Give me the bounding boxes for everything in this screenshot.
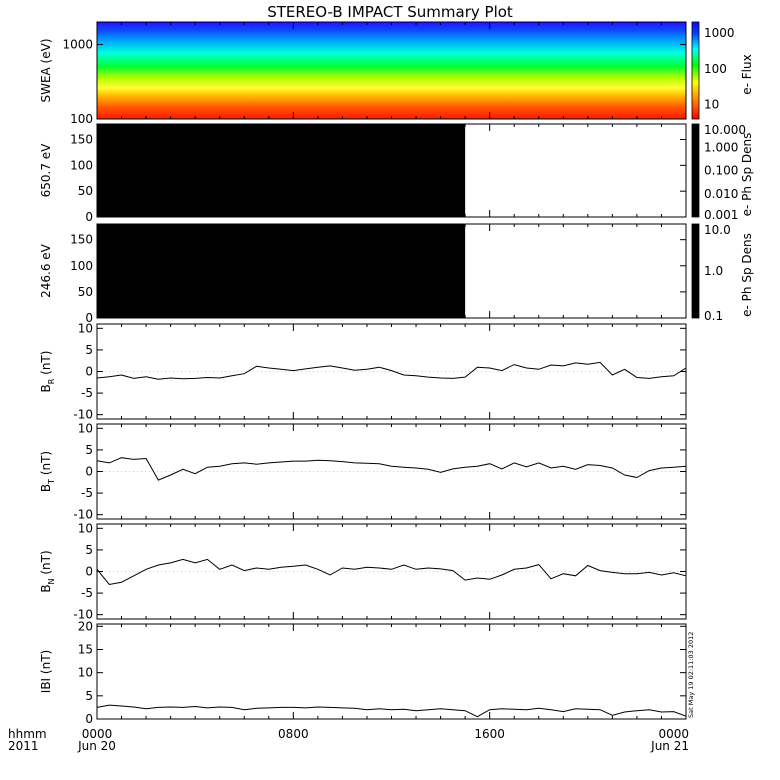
y-axis-label-unit: (nT) [39, 351, 53, 379]
y-tick-label: -10 [73, 508, 93, 522]
y-tick-label: -5 [81, 586, 93, 600]
y-tick-label: 10 [78, 421, 93, 435]
spectrogram-fill [97, 22, 686, 119]
y-axis-label: 650.7 eV [39, 143, 53, 198]
time-tick-label: 0000 [82, 727, 113, 741]
y-tick-label: 10 [78, 521, 93, 535]
footer-row-label-time: hhmm [8, 727, 47, 741]
panel-7: 20 15 10 5 0 IBI (nT) [39, 619, 687, 726]
y-tick-label: 5 [85, 543, 93, 557]
y-axis-label: 246.6 eV [39, 243, 53, 298]
y-axis-label: BR (nT) [39, 351, 56, 393]
series-line [96, 457, 687, 481]
colorbar-tick-label: 10.000 [704, 123, 746, 137]
y-tick-label: 100 [70, 112, 93, 126]
y-axis-label: SWEA (eV) [39, 38, 53, 102]
y-tick-label: 10 [78, 666, 93, 680]
colorbar-tick-label: 1.000 [704, 140, 738, 154]
date-tick-label: Jun 21 [650, 739, 689, 753]
y-axis-label-subscript: T [47, 479, 56, 485]
y-tick-label: 20 [78, 619, 93, 633]
panel-frame [96, 623, 687, 720]
colorbar-bar [692, 124, 699, 217]
y-tick-label: 150 [70, 133, 93, 147]
colorbar-frame [691, 21, 700, 120]
y-axis-label-subscript: R [47, 378, 56, 384]
colorbar: 1000 100 10 e- Flux [691, 21, 754, 120]
y-tick-label: 50 [78, 184, 93, 198]
colorbar: 10.000 1.000 0.100 0.010 0.001 e- Ph Sp Dens [691, 123, 754, 222]
colorbar-frame [691, 223, 700, 319]
colorbar-frame [691, 123, 700, 218]
y-tick-label: 0 [85, 311, 93, 325]
colorbar-tick-label: 0.100 [704, 164, 738, 178]
pitch-angle-fill [97, 124, 466, 217]
series-line [96, 361, 687, 380]
y-tick-label: 100 [70, 259, 93, 273]
y-axis-label: IBI (nT) [39, 650, 53, 693]
colorbar-label: e- Ph Sp Dens [740, 133, 754, 217]
colorbar-tick-label: 0.1 [704, 309, 723, 323]
colorbar-bar [692, 224, 699, 318]
colorbar-tick-label: 10 [704, 98, 719, 112]
colorbar-tick-label: 1000 [704, 26, 735, 40]
panel-4: 10 5 0 -5 -10 BR (nT) [39, 321, 687, 422]
time-tick-label: 0000 [658, 727, 689, 741]
y-axis-label: BN (nT) [39, 550, 56, 592]
y-axis-label-unit: (nT) [39, 550, 53, 578]
y-tick-label: 0 [85, 465, 93, 479]
y-axis-label-main: B [39, 384, 53, 392]
y-tick-label: 100 [70, 158, 93, 172]
colorbar-tick-label: 0.010 [704, 187, 738, 201]
y-tick-label: -10 [73, 408, 93, 422]
colorbar-tick-label: 10.0 [704, 223, 731, 237]
y-tick-label: 0 [85, 210, 93, 224]
panel-5: 10 5 0 -5 -10 BT (nT) [39, 421, 687, 522]
y-axis-label-main: B [39, 584, 53, 592]
time-tick-label: 0800 [278, 727, 309, 741]
y-tick-label: 1000 [62, 37, 93, 51]
time-tick-label: 1600 [474, 727, 505, 741]
series-line [96, 704, 687, 718]
y-tick-label: 15 [78, 642, 93, 656]
y-tick-label: -5 [81, 486, 93, 500]
y-tick-label: -5 [81, 386, 93, 400]
y-tick-label: 10 [78, 321, 93, 335]
colorbar-label: e- Ph Sp Dens [740, 233, 754, 317]
y-axis-label-unit: (nT) [39, 451, 53, 479]
y-axis-label-subscript: N [47, 578, 56, 584]
y-axis-label-main: B [39, 484, 53, 492]
series-line [96, 558, 687, 586]
y-tick-label: 0 [85, 712, 93, 726]
date-tick-label: Jun 20 [77, 739, 116, 753]
panel-1: 1000 100 SWEA (eV) 1000 100 10 e- Flux [39, 21, 754, 126]
panel-3: 150 100 50 0 246.6 eV 10.0 1.0 0.1 e- Ph Sp Dens [39, 223, 754, 325]
panel-2: 150 100 50 0 650.7 eV 10.000 1.000 0.100 0.010 0.… [39, 123, 754, 224]
colorbar-tick-label: 100 [704, 62, 727, 76]
panel-6: 10 5 0 -5 -10 BN (nT) [39, 521, 687, 622]
y-tick-label: 50 [78, 285, 93, 299]
y-tick-label: -10 [73, 608, 93, 622]
y-tick-label: 5 [85, 689, 93, 703]
y-tick-label: 0 [85, 365, 93, 379]
plot-title: STEREO-B IMPACT Summary Plot [267, 3, 513, 21]
colorbar-bar [692, 22, 699, 119]
colorbar-tick-label: 1.0 [704, 264, 723, 278]
colorbar-tick-label: 0.001 [704, 208, 738, 222]
y-tick-label: 0 [85, 565, 93, 579]
y-axis-label: BT (nT) [39, 451, 56, 492]
timestamp-stamp: Sat May 19 02:11:03 2012 [687, 632, 695, 718]
colorbar: 10.0 1.0 0.1 e- Ph Sp Dens [691, 223, 754, 323]
y-tick-label: 5 [85, 443, 93, 457]
pitch-angle-fill [97, 224, 466, 318]
y-tick-label: 150 [70, 233, 93, 247]
colorbar-label: e- Flux [740, 54, 754, 94]
footer-row-label-year: 2011 [8, 739, 39, 753]
y-tick-label: 5 [85, 343, 93, 357]
